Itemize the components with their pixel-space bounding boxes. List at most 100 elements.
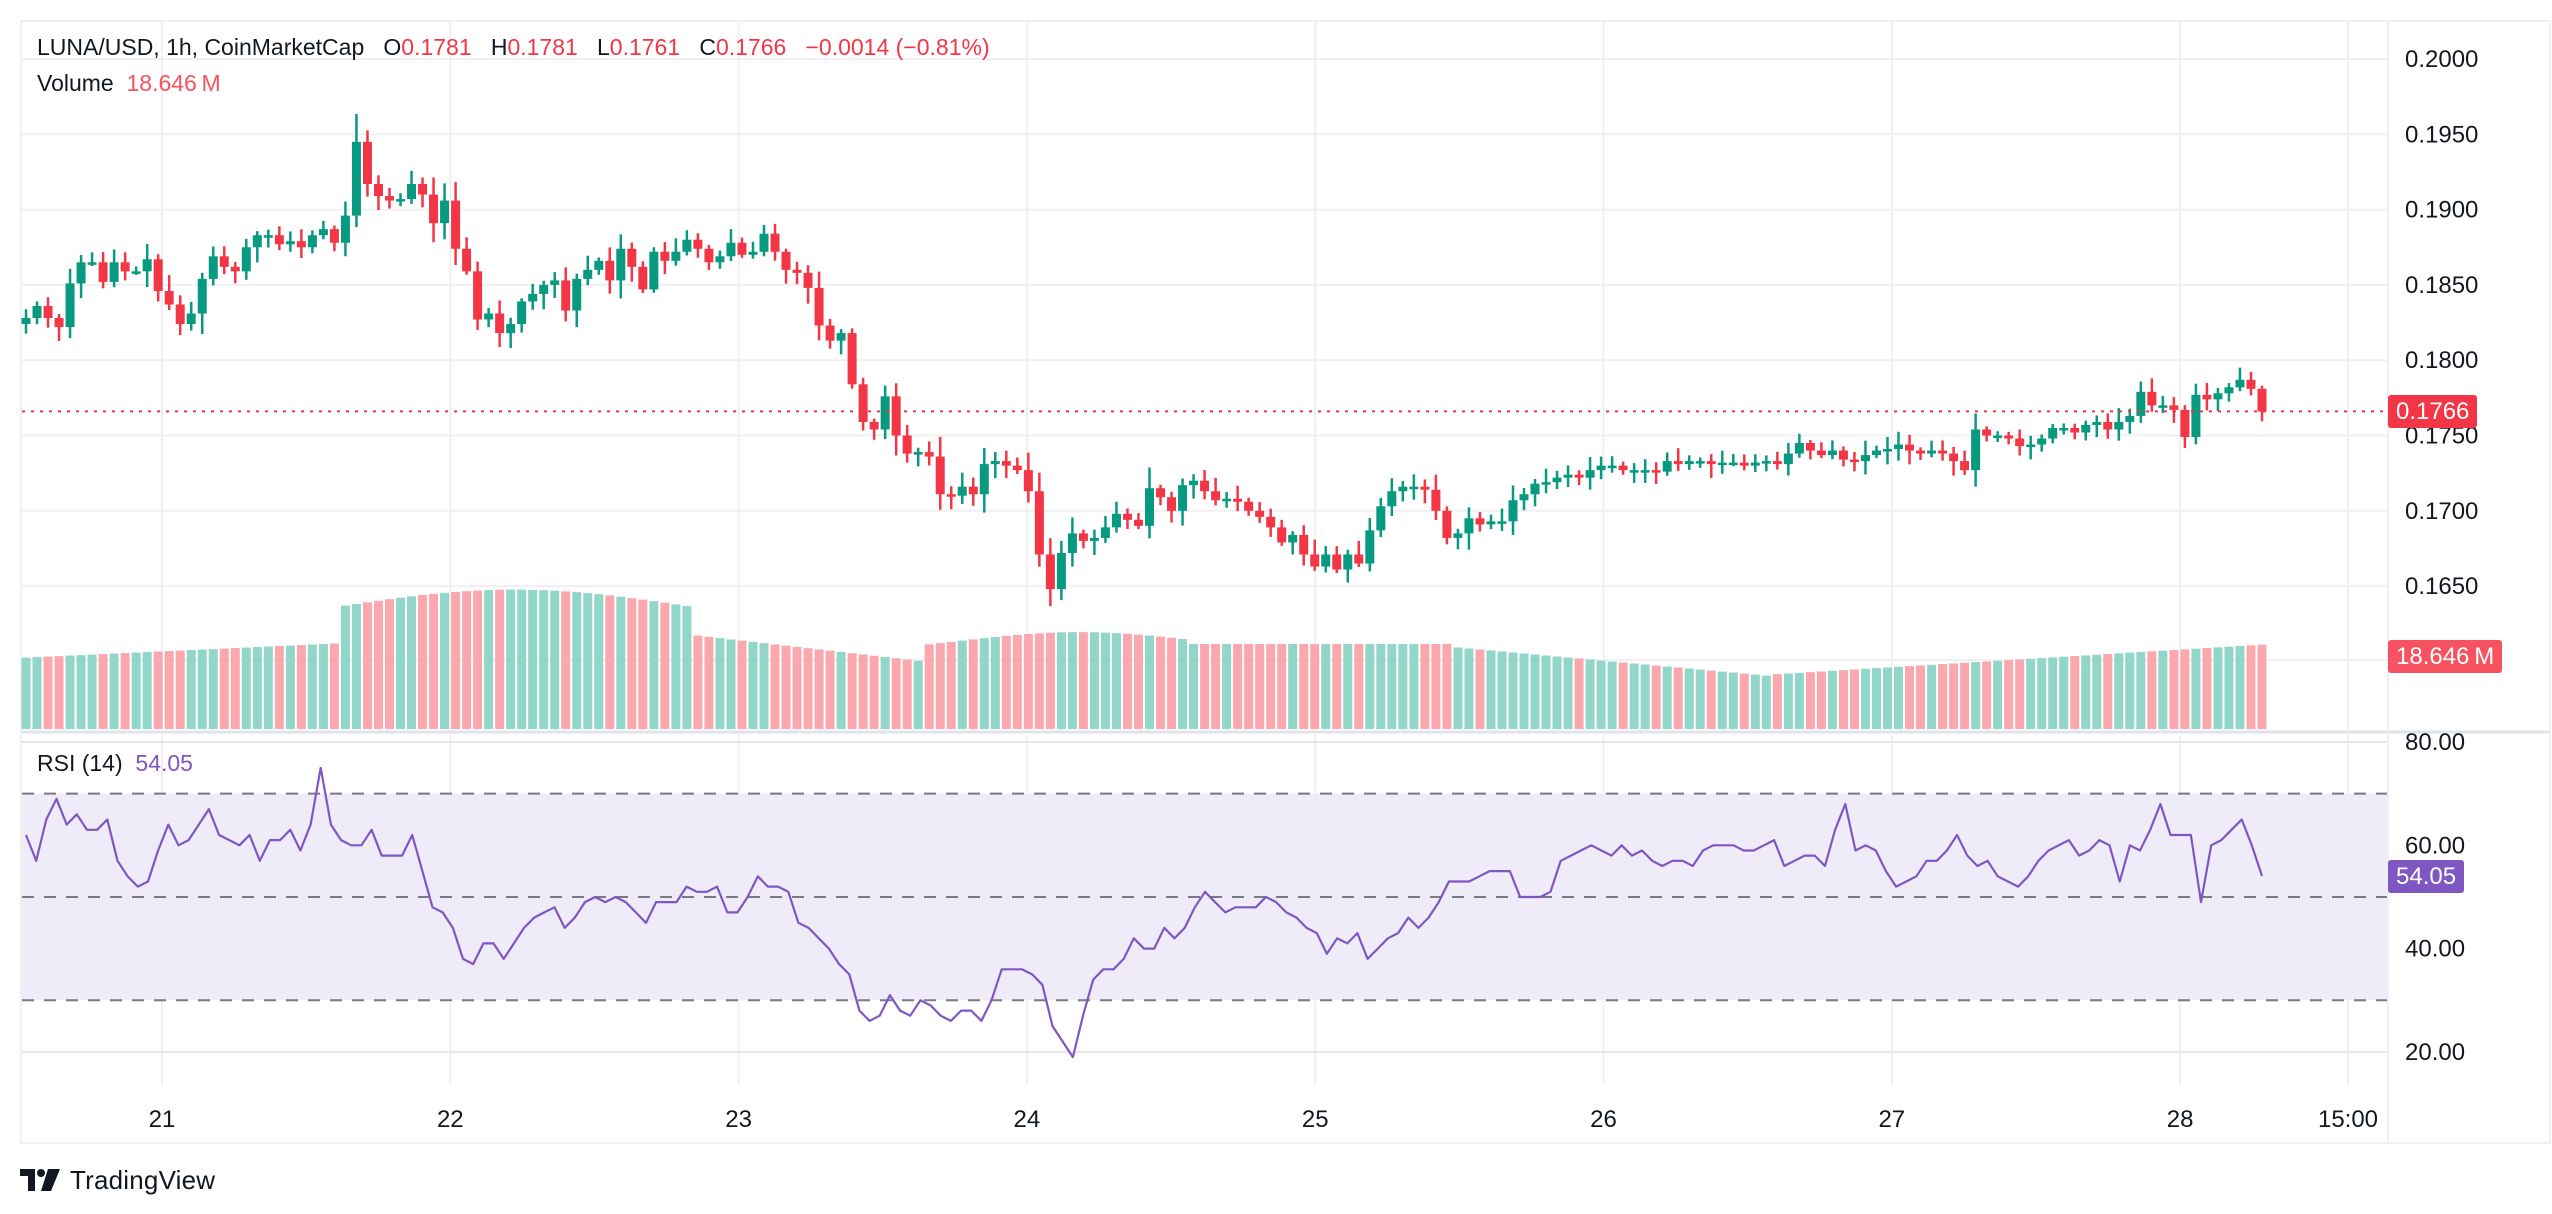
price-axis-label: 0.1900 — [2405, 197, 2478, 224]
candle-body — [197, 278, 207, 314]
candle-body — [1607, 465, 1617, 469]
volume-bar — [429, 593, 439, 729]
volume-bar — [1772, 674, 1782, 729]
volume-bar — [1431, 644, 1441, 729]
volume-bar — [1894, 666, 1904, 729]
candle-body — [715, 256, 725, 263]
candle-body — [1045, 554, 1055, 590]
candle-body — [1167, 497, 1177, 511]
volume-bar — [351, 603, 361, 729]
price-axis-label: 0.1950 — [2405, 121, 2478, 148]
volume-bar — [1971, 662, 1981, 729]
tradingview-logo[interactable]: TradingView — [20, 1164, 216, 1195]
volume-bar — [407, 596, 417, 729]
candle-body — [1067, 533, 1077, 553]
volume-bar — [329, 643, 339, 729]
volume-bar — [1288, 644, 1298, 729]
volume-bar — [1442, 644, 1452, 729]
candle-body — [340, 215, 350, 243]
volume-bar — [638, 599, 648, 729]
volume-bar — [1133, 634, 1143, 729]
volume-bar — [1927, 664, 1937, 729]
symbol-title[interactable]: LUNA/USD, 1h, CoinMarketCap — [37, 34, 365, 60]
candle-body — [1706, 461, 1716, 465]
volume-bar — [726, 639, 736, 729]
candle-body — [1310, 554, 1320, 567]
candle-body — [98, 262, 108, 282]
volume-bar — [21, 657, 31, 729]
candle-body — [1111, 513, 1121, 528]
candle-body — [1222, 498, 1232, 502]
volume-bar — [1916, 665, 1926, 729]
volume-bar — [1056, 632, 1066, 729]
candle-body — [2081, 424, 2091, 433]
volume-bar — [1244, 644, 1254, 729]
candle-body — [1618, 465, 1628, 471]
candle-body — [946, 494, 956, 497]
volume-bar — [142, 652, 152, 729]
candle-body — [825, 325, 835, 341]
volume-bar — [2158, 650, 2168, 729]
candle-body — [1739, 462, 1749, 466]
candle-body — [781, 251, 791, 270]
volume-bar — [2224, 646, 2234, 729]
high-value: 0.1781 — [507, 34, 578, 60]
candle-body — [2092, 421, 2102, 425]
volume-bar — [1739, 673, 1749, 729]
volume-label[interactable]: Volume — [37, 70, 114, 96]
volume-bar — [1993, 660, 2003, 729]
candle-body — [682, 239, 692, 252]
candle-body — [1794, 443, 1804, 454]
candle-body — [726, 242, 736, 257]
candle-body — [1354, 554, 1364, 564]
candle-body — [1629, 470, 1639, 473]
volume-bar — [1607, 661, 1617, 729]
volume-bar — [1695, 669, 1705, 729]
volume-bar — [693, 635, 703, 729]
x-axis-label: 22 — [437, 1106, 464, 1133]
volume-bar — [1387, 644, 1397, 729]
candle-body — [814, 287, 824, 326]
candle-body — [2169, 405, 2179, 410]
volume-bar — [2048, 657, 2058, 729]
volume-bar — [1200, 644, 1210, 729]
volume-bars — [21, 589, 2267, 729]
candle-body — [737, 242, 747, 255]
volume-bar — [2092, 654, 2102, 729]
candle-body — [1949, 453, 1959, 462]
close-label: C — [699, 34, 716, 60]
volume-bar — [98, 654, 108, 729]
volume-bar — [2004, 660, 2014, 729]
candle-body — [1882, 449, 1892, 452]
candle-body — [2202, 394, 2212, 400]
volume-bar — [2059, 656, 2069, 729]
candle-body — [1827, 450, 1837, 456]
candle-body — [65, 283, 75, 328]
candle-body — [847, 333, 857, 385]
volume-bar — [847, 653, 857, 729]
volume-bar — [1034, 633, 1044, 729]
volume-bar — [803, 648, 813, 729]
volume-bar — [1882, 667, 1892, 729]
candle-body — [561, 280, 571, 311]
volume-bar — [175, 650, 185, 729]
volume-bar — [506, 589, 516, 729]
candle-body — [76, 262, 86, 284]
candlesticks — [21, 113, 2267, 607]
volume-bar — [1365, 644, 1375, 729]
candle-body — [241, 247, 251, 272]
volume-bar — [451, 591, 461, 729]
candle-body — [351, 141, 361, 216]
candle-body — [1156, 488, 1166, 498]
volume-bar — [825, 650, 835, 729]
candle-body — [2004, 435, 2014, 439]
candle-body — [2191, 394, 2201, 438]
volume-bar — [594, 594, 604, 729]
rsi-label[interactable]: RSI (14) — [37, 750, 123, 776]
volume-bar — [76, 655, 86, 729]
volume-bar — [1519, 653, 1529, 729]
candle-body — [87, 262, 97, 265]
tradingview-logo-text: TradingView — [70, 1164, 216, 1195]
volume-bar — [65, 655, 75, 729]
